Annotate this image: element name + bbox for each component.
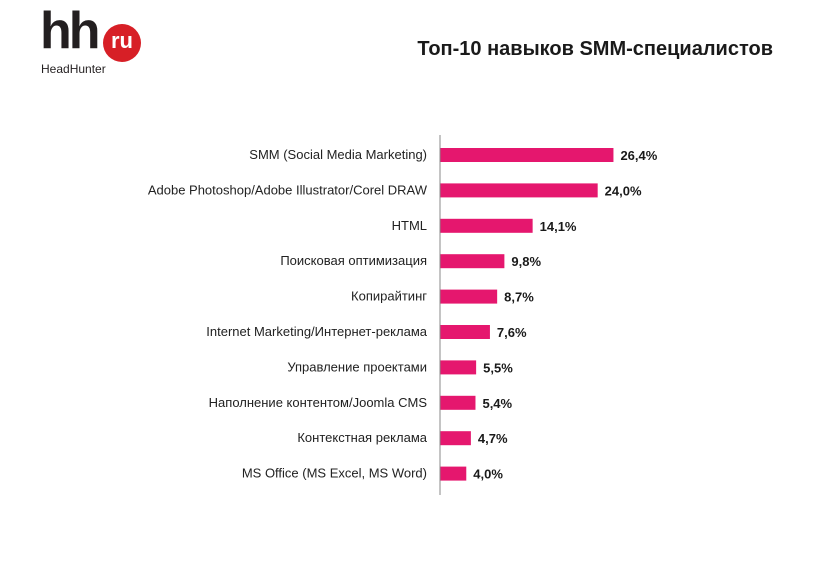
bar	[440, 431, 471, 446]
data-label: 4,7%	[478, 431, 508, 446]
category-label: Adobe Photoshop/Adobe Illustrator/Corel …	[148, 182, 428, 197]
category-label: Управление проектами	[287, 359, 427, 374]
data-label: 5,4%	[482, 396, 512, 411]
category-label: MS Office (MS Excel, MS Word)	[242, 466, 427, 481]
category-label: Наполнение контентом/Joomla CMS	[209, 395, 428, 410]
bar	[440, 360, 477, 375]
category-label: SMM (Social Media Marketing)	[249, 147, 427, 162]
data-label: 7,6%	[497, 325, 527, 340]
logo-hh: hh	[40, 2, 101, 60]
category-label: Internet Marketing/Интернет-реклама	[206, 324, 427, 339]
data-label: 14,1%	[540, 219, 577, 234]
category-label: HTML	[392, 218, 427, 233]
bar	[440, 183, 598, 198]
data-label: 5,5%	[483, 360, 513, 375]
category-label: Поисковая оптимизация	[280, 253, 427, 268]
bar	[440, 325, 490, 339]
chart-title: Топ-10 навыков SMM-специалистов	[417, 38, 773, 60]
logo-ru-badge: ru	[103, 24, 141, 62]
bar	[440, 218, 533, 233]
bar	[440, 466, 467, 481]
bar	[440, 254, 505, 269]
data-label: 26,4%	[620, 148, 657, 163]
data-label: 24,0%	[605, 183, 642, 198]
category-label: Контекстная реклама	[297, 430, 427, 445]
logo-subtitle: HeadHunter	[41, 62, 106, 76]
bar	[440, 148, 614, 162]
bar	[440, 289, 498, 304]
bar	[440, 395, 476, 410]
data-label: 4,0%	[473, 467, 503, 482]
category-label: Копирайтинг	[351, 289, 427, 304]
data-label: 9,8%	[511, 254, 541, 269]
data-label: 8,7%	[504, 290, 534, 305]
